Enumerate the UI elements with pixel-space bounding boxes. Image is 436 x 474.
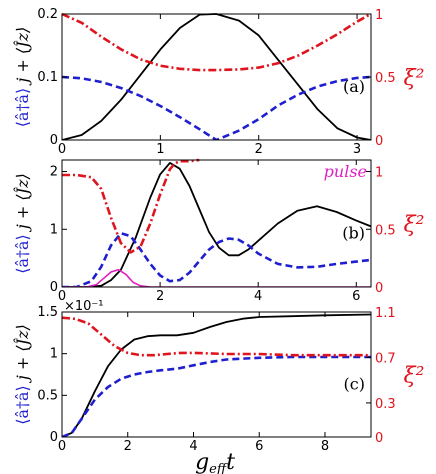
y-left-tick-label: 1 [50, 347, 58, 362]
left-axis-label: ⟨â†â⟩ j + ⟨Ĵz⟩ [13, 173, 32, 274]
series-black-solid [62, 161, 371, 287]
panel-label: (a) [343, 77, 365, 96]
series-black-solid [62, 13, 371, 140]
y-right-tick-label: 0.5 [375, 223, 396, 238]
x-tick-label: 3 [353, 142, 361, 157]
panel-label: (c) [344, 375, 365, 394]
x-tick-label: 0 [58, 142, 66, 157]
y-left-tick-label: 0 [50, 430, 58, 445]
y-right-tick-label: 1 [375, 166, 383, 181]
series-blue-dashed [62, 232, 371, 287]
x-tick-label: 0 [58, 289, 66, 304]
y-left-tick-label: 0 [50, 133, 58, 148]
x-tick-label: 2 [255, 142, 263, 157]
x-tick-label: 0 [58, 439, 66, 454]
panel-0: 0 1 2 300.10.200.51(a)⟨â†â⟩ j + ⟨Ĵz⟩ ξ² [13, 7, 424, 157]
y-left-tick-label: 2 [50, 165, 58, 180]
x-tick-label: 4 [254, 289, 262, 304]
left-axis-label-blue: ⟨â†â⟩ [13, 380, 32, 425]
series-red-dashdot [62, 12, 371, 72]
left-axis-label: ⟨â†â⟩ j + ⟨Ĵz⟩ [13, 324, 32, 425]
y-right-tick-label: 0.5 [375, 71, 396, 86]
left-axis-label: ⟨â†â⟩ j + ⟨Ĵz⟩ [13, 27, 32, 128]
x-tick-label: 1 [156, 142, 164, 157]
y-right-tick-label: 0 [375, 134, 383, 149]
y-left-tick-label: 1 [50, 222, 58, 237]
plot-frame [61, 159, 372, 288]
series-red-dashdot [62, 158, 200, 254]
left-axis-label-blue: ⟨â†â⟩ [13, 83, 32, 128]
y-right-tick-label: 1.1 [375, 306, 396, 321]
x-tick-label: 2 [124, 439, 132, 454]
panel-2: 0 2 4 6 8 0 0.5 1 1.5 0 0.3 0.7 1.1 ×10⁻¹ (c) ⟨â†â⟩ j +… [13, 299, 424, 454]
y-right-tick-label: 0.7 [375, 351, 396, 366]
series-blue-dashed [62, 355, 371, 437]
left-axis-label-black: j + ⟨Ĵz⟩ [13, 27, 32, 86]
right-axis-label: ξ² [404, 364, 425, 389]
y-left-tick-label: 0.5 [37, 388, 58, 403]
left-axis-label-black: j + ⟨Ĵz⟩ [13, 173, 32, 232]
y-right-tick-label: 0 [375, 281, 383, 296]
x-axis-label-main: g [195, 450, 209, 474]
right-axis-label: ξ² [404, 213, 425, 238]
x-axis-label: gefft [195, 450, 235, 474]
left-axis-label-blue: ⟨â†â⟩ [13, 229, 32, 274]
y-left-tick-label: 1.5 [37, 305, 58, 320]
pulse-legend-label: pulse [324, 162, 367, 181]
x-tick-label: 4 [189, 439, 197, 454]
x-tick-label: 2 [156, 289, 164, 304]
panel-label: (b) [342, 224, 365, 243]
x-tick-label: 6 [352, 289, 360, 304]
series-blue-dashed [62, 75, 371, 140]
y-left-tick-label: 0.2 [37, 7, 58, 22]
plot-frame [61, 13, 372, 141]
series-black-solid [62, 313, 371, 437]
x-axis-label-t: t [226, 450, 235, 474]
series-magenta-solid [62, 268, 371, 287]
y-left-multiplier: ×10⁻¹ [64, 299, 104, 314]
y-right-tick-label: 0 [375, 431, 383, 446]
y-right-tick-label: 0.3 [375, 397, 396, 412]
y-left-tick-label: 0.1 [37, 70, 58, 85]
y-right-tick-label: 1 [375, 8, 383, 23]
x-tick-label: 8 [321, 439, 329, 454]
plot-frame [61, 311, 372, 438]
x-axis-label-sub: eff [209, 462, 229, 474]
y-left-tick-label: 0 [50, 280, 58, 295]
right-axis-label: ξ² [404, 66, 425, 91]
left-axis-label-black: j + ⟨Ĵz⟩ [13, 324, 32, 383]
series-red-dashdot [62, 316, 371, 357]
x-tick-label: 6 [255, 439, 263, 454]
